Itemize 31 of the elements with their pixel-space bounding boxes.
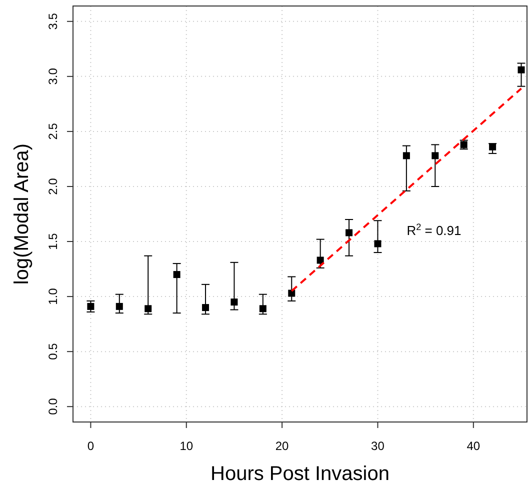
point (518, 66, 525, 74)
x-tick-label: 0 (87, 439, 94, 453)
point (374, 240, 382, 248)
point (173, 271, 180, 278)
y-tick-label: 1.0 (46, 288, 60, 305)
point (116, 302, 123, 310)
point (432, 152, 439, 160)
point (230, 298, 238, 306)
point (402, 152, 410, 160)
x-tick-label: 10 (180, 439, 194, 453)
y-tick-label: 3.5 (46, 12, 60, 30)
y-tick-label: 3.0 (46, 68, 60, 85)
point (489, 143, 496, 150)
point (316, 256, 324, 264)
y-tick-label: 2.0 (46, 178, 60, 195)
x-axis-title: Hours Post Invasion (210, 463, 390, 485)
y-tick-label: 0.5 (46, 342, 60, 360)
point (202, 304, 210, 312)
x-tick-label: 40 (466, 439, 480, 453)
x-tick-label: 20 (275, 439, 290, 453)
y-tick-label: 1.5 (46, 232, 60, 250)
point (259, 305, 266, 312)
point (87, 302, 94, 310)
annotation: R$^{2}$ = 0.91 (406, 222, 462, 238)
x-tick-label: 30 (371, 439, 385, 453)
y-tick-label: 2.5 (46, 122, 60, 140)
y-tick-label: 0.0 (46, 398, 60, 415)
point (288, 290, 296, 297)
point (346, 229, 353, 236)
point (144, 305, 152, 312)
y-axis-title: log(Modal Area) (11, 143, 33, 285)
